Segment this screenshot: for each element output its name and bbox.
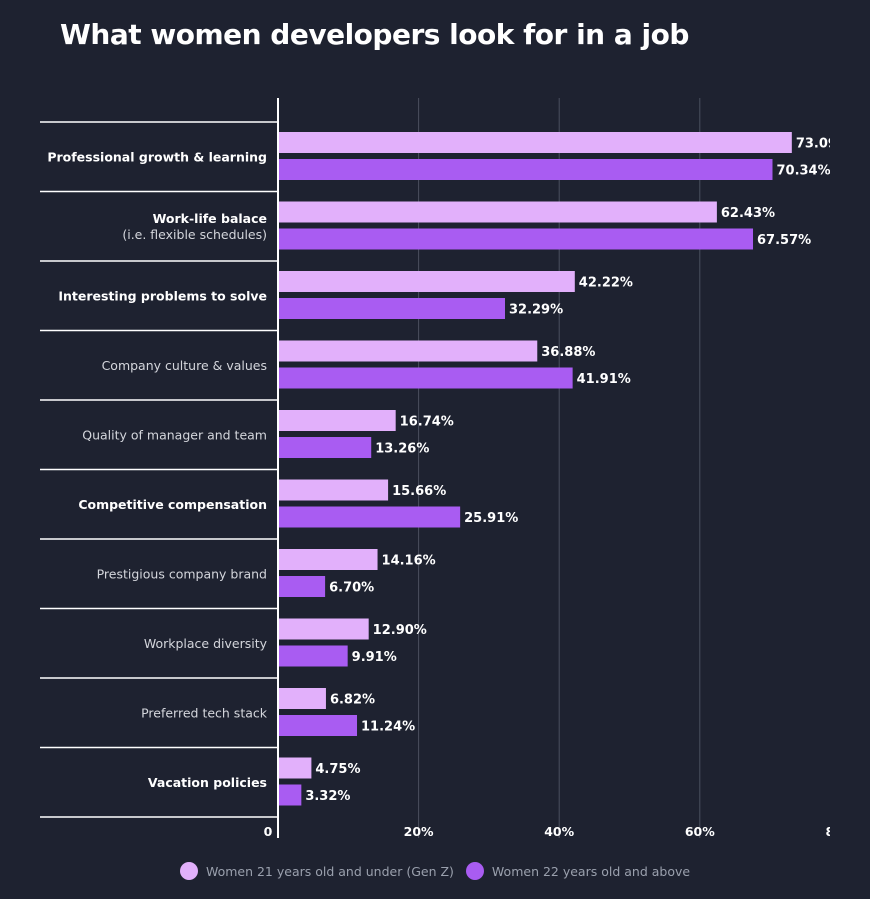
bar[interactable]: [278, 645, 348, 667]
category-label: Work-life balace (i.e. flexible schedules…: [122, 211, 267, 242]
chart-title: What women developers look for in a job: [60, 18, 689, 51]
data-label: 4.75%: [315, 762, 360, 777]
data-label: 13.26%: [375, 442, 429, 457]
bar[interactable]: [278, 576, 326, 597]
bar[interactable]: [278, 437, 372, 458]
data-label: 42.22%: [579, 276, 633, 291]
bar[interactable]: [278, 506, 461, 528]
bar[interactable]: [278, 228, 754, 250]
legend-item-22-plus[interactable]: Women 22 years old and above: [465, 862, 691, 880]
data-label: 36.88%: [541, 345, 595, 360]
category-label: Prestigious company brand: [97, 566, 267, 581]
data-label: 16.74%: [400, 415, 454, 430]
bar[interactable]: [278, 271, 575, 292]
data-label: 62.43%: [721, 206, 775, 221]
category-label: Workplace diversity: [144, 636, 268, 651]
plot-area: 73.09 70.34% 62.43% 67.57% 42.22% 32.29% 36.88…: [278, 98, 855, 839]
data-label: 14.16%: [382, 554, 436, 569]
legend-label-gen-z: Women 21 years old and under (Gen Z): [205, 863, 454, 879]
data-label: 6.82%: [330, 693, 375, 708]
bar[interactable]: [278, 618, 369, 640]
category-label: Professional growth & learning: [47, 149, 267, 164]
data-label: 73.09: [796, 137, 837, 152]
x-tick-label: 20%: [404, 824, 434, 839]
bar[interactable]: [278, 159, 773, 180]
x-tick-label: 0: [264, 824, 273, 839]
bar[interactable]: [278, 757, 312, 779]
data-label: 41.91%: [577, 372, 631, 387]
x-tick-label: 60%: [685, 824, 715, 839]
data-label: 67.57%: [757, 233, 811, 248]
bar[interactable]: [278, 201, 717, 223]
category-label: Competitive compensation: [78, 497, 267, 512]
legend-swatch-22-plus: [465, 862, 484, 880]
bar[interactable]: [278, 549, 378, 570]
legend-label-22-plus: Women 22 years old and above: [491, 863, 691, 879]
data-label: 6.70%: [329, 581, 374, 596]
bar[interactable]: [278, 132, 792, 153]
data-label: 32.29%: [509, 303, 563, 318]
legend: Women 21 years old and under (Gen Z) Wom…: [0, 862, 870, 880]
bar[interactable]: [278, 340, 538, 362]
category-label: Vacation policies: [148, 775, 267, 790]
data-label: 11.24%: [361, 720, 415, 735]
bar[interactable]: [278, 715, 358, 736]
bar-chart: 73.09 70.34% 62.43% 67.57% 42.22% 32.29% 36.88…: [40, 98, 855, 839]
data-label: 25.91%: [464, 511, 518, 526]
category-label: Preferred tech stack: [141, 705, 268, 720]
legend-item-gen-z[interactable]: Women 21 years old and under (Gen Z): [179, 862, 454, 880]
category-label: Quality of manager and team: [82, 427, 267, 442]
bar[interactable]: [278, 688, 326, 709]
data-label: 3.32%: [305, 789, 350, 804]
category-label: Company culture & values: [102, 358, 267, 373]
legend-swatch-gen-z: [179, 862, 198, 880]
data-label: 9.91%: [352, 650, 397, 665]
x-tick-label: 40%: [544, 824, 574, 839]
bar[interactable]: [278, 479, 389, 501]
bar[interactable]: [278, 784, 302, 806]
bar[interactable]: [278, 298, 505, 319]
category-label: Interesting problems to solve: [58, 288, 267, 303]
data-label: 70.34%: [776, 164, 830, 179]
x-tick-label: 80%: [825, 824, 855, 839]
data-label: 15.66%: [392, 484, 446, 499]
data-label: 12.90%: [373, 623, 427, 638]
bar[interactable]: [278, 367, 573, 389]
bar[interactable]: [278, 410, 396, 431]
